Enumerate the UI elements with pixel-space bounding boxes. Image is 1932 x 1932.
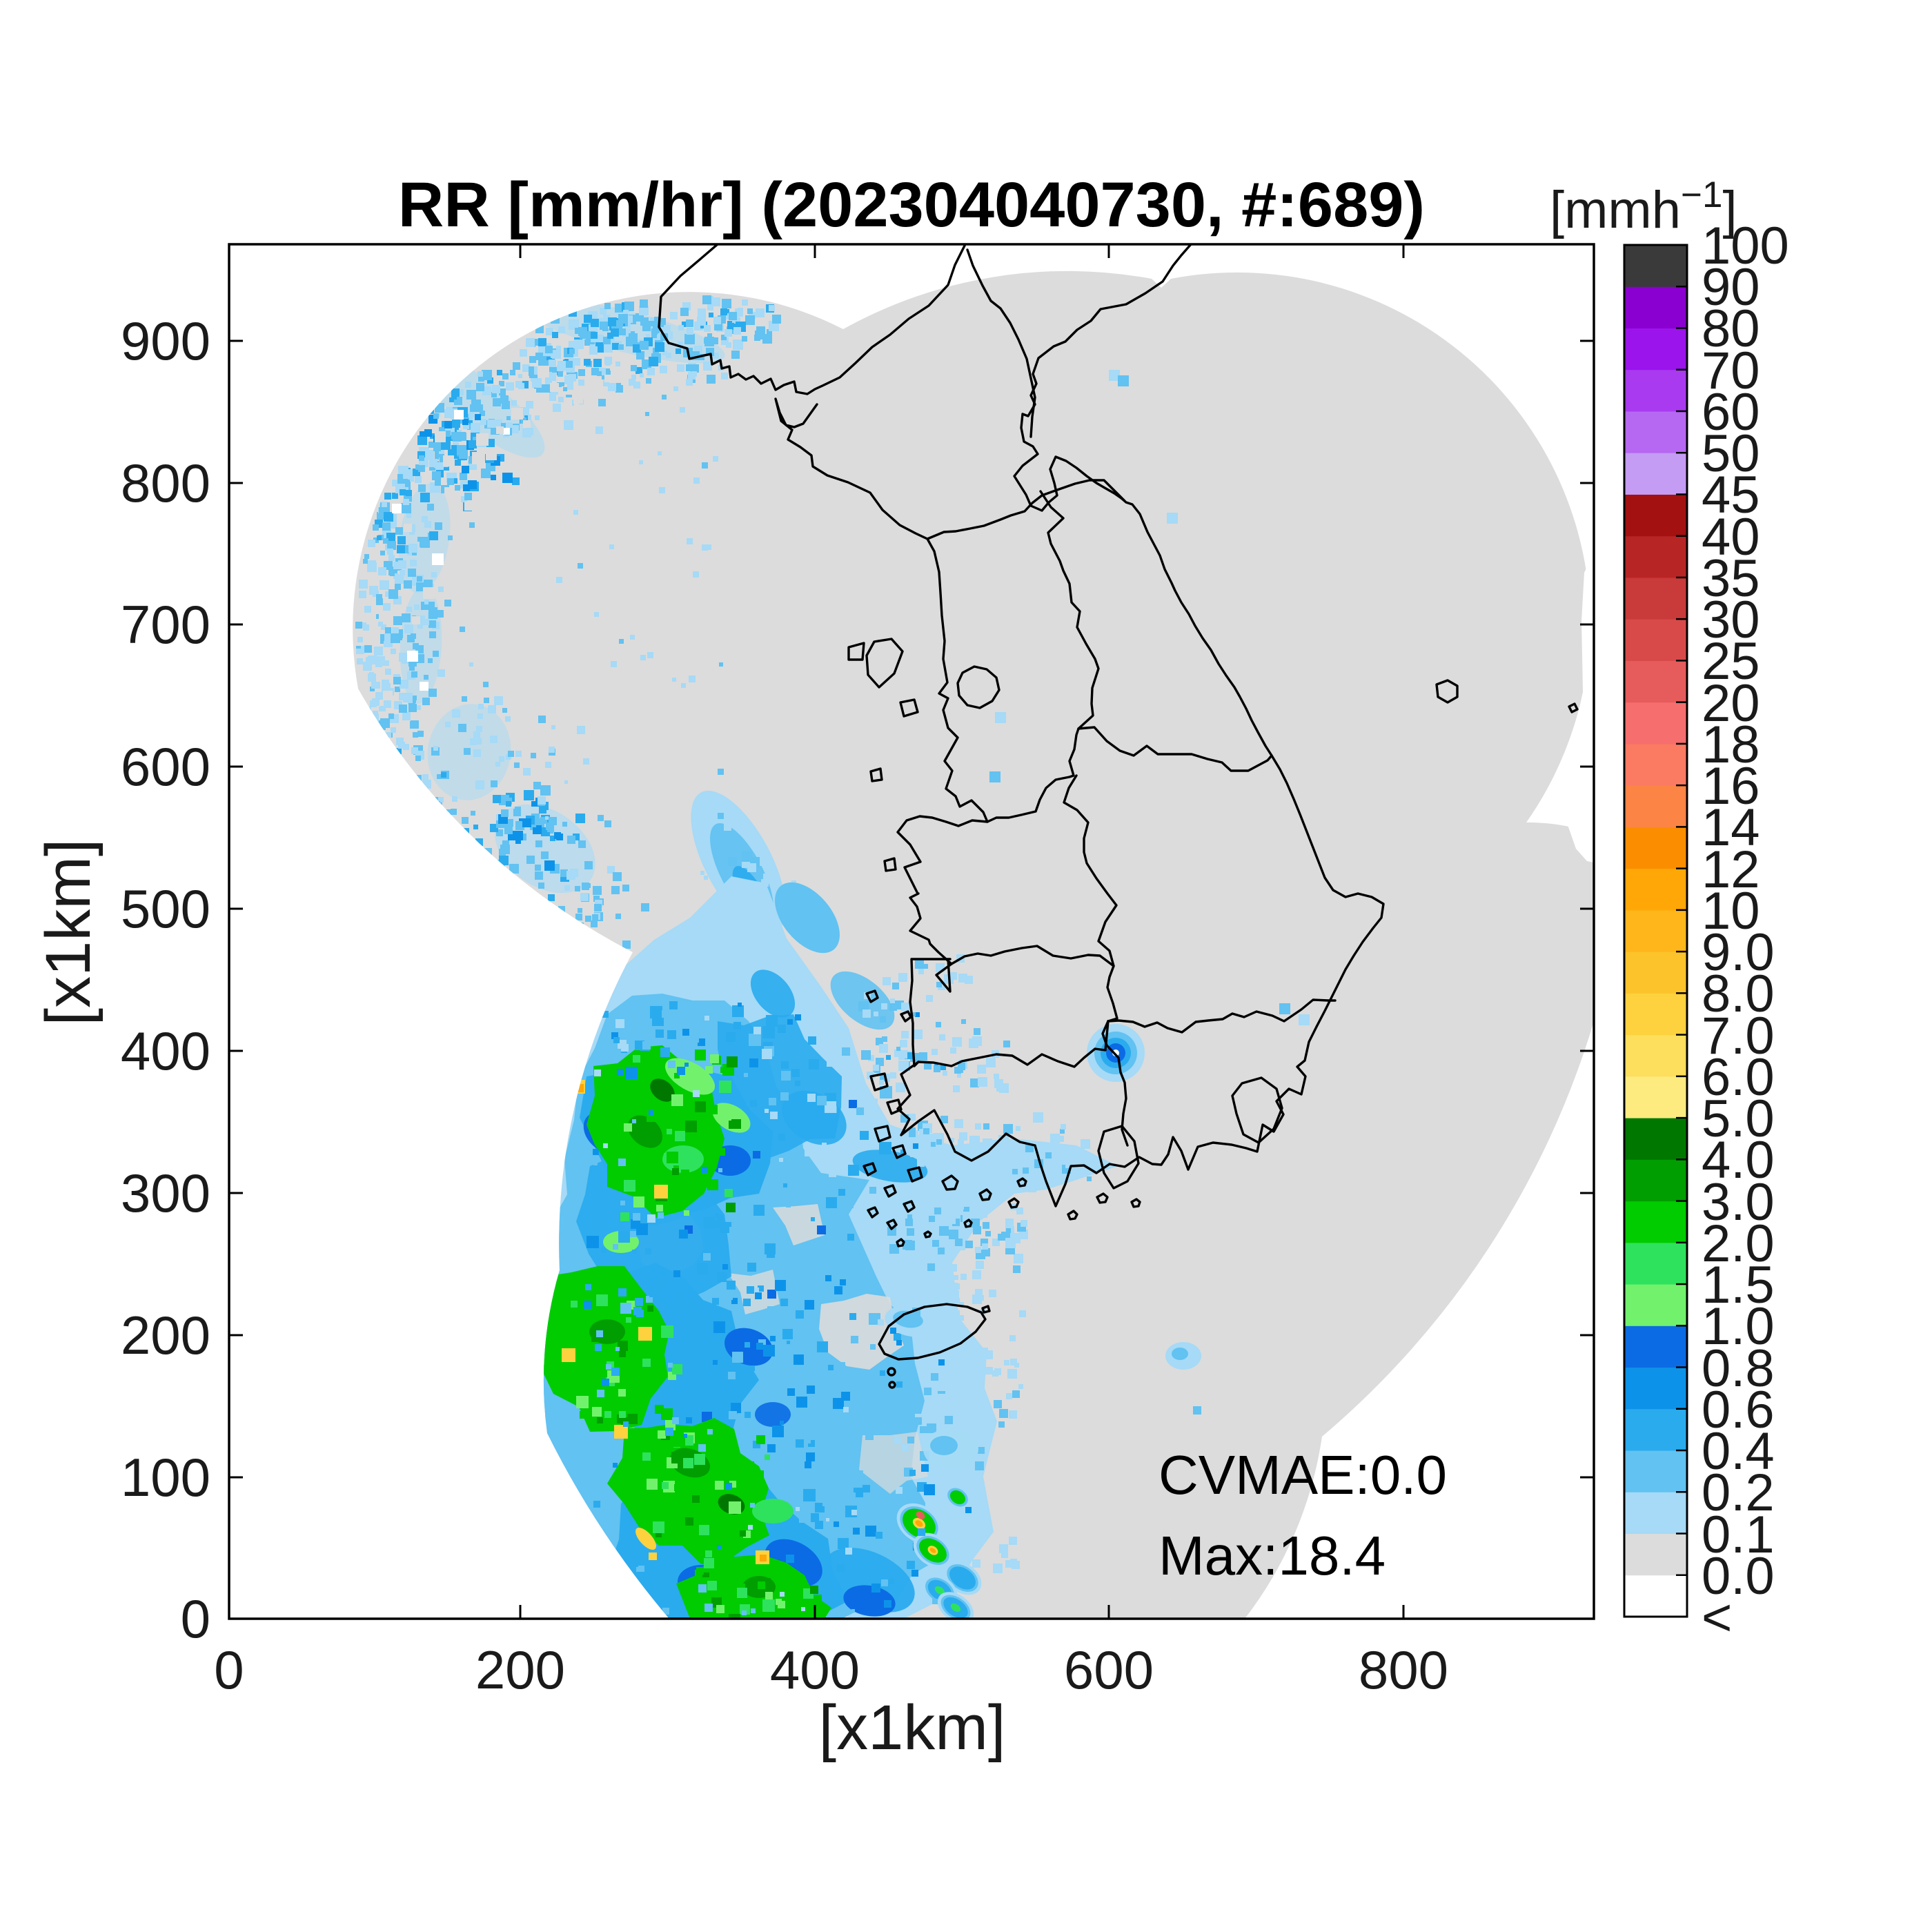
svg-text:9.0: 9.0 bbox=[1702, 923, 1775, 982]
svg-text:200: 200 bbox=[121, 1305, 210, 1366]
svg-text:18: 18 bbox=[1702, 716, 1760, 774]
svg-text:0.2: 0.2 bbox=[1702, 1463, 1775, 1522]
svg-text:0.1: 0.1 bbox=[1702, 1506, 1775, 1564]
svg-text:70: 70 bbox=[1702, 342, 1760, 400]
svg-text:30: 30 bbox=[1702, 591, 1760, 649]
svg-text:800: 800 bbox=[121, 453, 210, 513]
svg-text:35: 35 bbox=[1702, 549, 1760, 608]
svg-text:300: 300 bbox=[121, 1163, 210, 1223]
svg-text:500: 500 bbox=[121, 878, 210, 939]
svg-text:60: 60 bbox=[1702, 383, 1760, 442]
svg-text:0.6: 0.6 bbox=[1702, 1381, 1775, 1439]
svg-text:[x1km]: [x1km] bbox=[33, 839, 103, 1026]
svg-text:0: 0 bbox=[181, 1588, 210, 1649]
svg-text:2.0: 2.0 bbox=[1702, 1214, 1775, 1273]
svg-text:0.0: 0.0 bbox=[1702, 1547, 1775, 1606]
svg-text:20: 20 bbox=[1702, 674, 1760, 733]
svg-text:600: 600 bbox=[1064, 1639, 1154, 1700]
svg-text:RR [mm/hr] (202304040730, #:68: RR [mm/hr] (202304040730, #:689) bbox=[398, 170, 1425, 240]
svg-text:7.0: 7.0 bbox=[1702, 1007, 1775, 1065]
svg-text:600: 600 bbox=[121, 736, 210, 797]
svg-text:90: 90 bbox=[1702, 258, 1760, 317]
svg-text:900: 900 bbox=[121, 310, 210, 371]
svg-text:400: 400 bbox=[121, 1021, 210, 1081]
svg-text:100: 100 bbox=[1702, 217, 1789, 275]
svg-text:80: 80 bbox=[1702, 299, 1760, 358]
svg-text:14: 14 bbox=[1702, 798, 1760, 857]
svg-text:[x1km]: [x1km] bbox=[819, 1693, 1006, 1763]
svg-text:400: 400 bbox=[770, 1639, 860, 1700]
svg-text:5.0: 5.0 bbox=[1702, 1090, 1775, 1148]
svg-text:0: 0 bbox=[214, 1639, 244, 1700]
svg-text:50: 50 bbox=[1702, 424, 1760, 483]
svg-text:800: 800 bbox=[1359, 1639, 1448, 1700]
svg-text:6.0: 6.0 bbox=[1702, 1048, 1775, 1107]
svg-text:10: 10 bbox=[1702, 882, 1760, 940]
svg-text:Max:18.4: Max:18.4 bbox=[1159, 1525, 1386, 1586]
svg-text:40: 40 bbox=[1702, 508, 1760, 566]
svg-text:1.0: 1.0 bbox=[1702, 1297, 1775, 1356]
svg-text:3.0: 3.0 bbox=[1702, 1173, 1775, 1232]
svg-text:4.0: 4.0 bbox=[1702, 1131, 1775, 1190]
svg-text:12: 12 bbox=[1702, 840, 1760, 899]
svg-text:45: 45 bbox=[1702, 466, 1760, 524]
svg-text:25: 25 bbox=[1702, 632, 1760, 691]
svg-text:200: 200 bbox=[475, 1639, 565, 1700]
svg-text:0.8: 0.8 bbox=[1702, 1339, 1775, 1398]
svg-text:1.5: 1.5 bbox=[1702, 1256, 1775, 1314]
svg-text:100: 100 bbox=[121, 1447, 210, 1508]
svg-text:16: 16 bbox=[1702, 757, 1760, 816]
svg-text:8.0: 8.0 bbox=[1702, 965, 1775, 1023]
svg-text:CVMAE:0.0: CVMAE:0.0 bbox=[1159, 1444, 1447, 1506]
svg-text:700: 700 bbox=[121, 594, 210, 655]
svg-text:0.4: 0.4 bbox=[1702, 1422, 1775, 1481]
svg-text:<: < bbox=[1702, 1588, 1732, 1647]
